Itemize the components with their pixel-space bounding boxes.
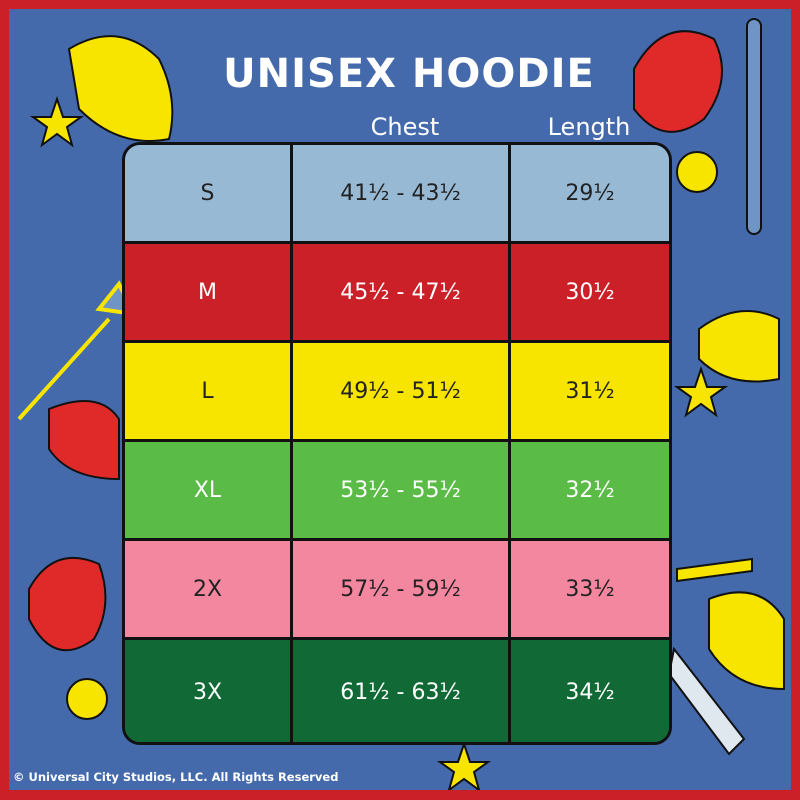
chest-cell: 49½ - 51½ bbox=[293, 343, 511, 439]
length-cell: 32½ bbox=[565, 477, 615, 503]
size-cell: XL bbox=[125, 442, 293, 538]
length-cell: 34½ bbox=[565, 680, 615, 705]
chest-cell: 41½ - 43½ bbox=[293, 145, 511, 241]
fire-hat-icon bbox=[67, 35, 174, 142]
sheriff-star-icon bbox=[673, 365, 729, 418]
fire-hat-icon bbox=[698, 310, 780, 383]
table-row: 2X 57½ - 59½ 33½ bbox=[125, 541, 669, 640]
size-table: S 41½ - 43½ 29½ M 45½ - 47½ 30½ L 49½ - 51½ 31½ X… bbox=[122, 142, 672, 745]
hammer-icon bbox=[676, 557, 753, 583]
size-cell: 3X bbox=[125, 640, 293, 742]
sheriff-star-icon bbox=[436, 740, 492, 790]
cap-icon bbox=[633, 30, 723, 133]
chest-cell: 61½ - 63½ bbox=[293, 640, 511, 742]
table-row: S 41½ - 43½ 29½ bbox=[125, 145, 669, 244]
copyright-notice: © Universal City Studios, LLC. All Right… bbox=[13, 770, 339, 784]
size-cell: 2X bbox=[125, 541, 293, 637]
column-header-chest: Chest bbox=[370, 113, 440, 141]
size-cell: M bbox=[125, 244, 293, 340]
cap-icon bbox=[28, 556, 107, 652]
decorative-illustrations bbox=[17, 18, 785, 790]
bat-icon bbox=[746, 18, 762, 235]
length-cell: 30½ bbox=[565, 279, 615, 305]
size-cell: S bbox=[125, 145, 293, 241]
column-header-length: Length bbox=[547, 113, 631, 141]
table-row: XL 53½ - 55½ 32½ bbox=[125, 442, 669, 541]
length-cell: 33½ bbox=[565, 576, 615, 602]
sheriff-star-icon bbox=[29, 95, 85, 148]
chest-cell: 53½ - 55½ bbox=[293, 442, 511, 538]
helmet-icon bbox=[708, 591, 785, 691]
baseball-icon bbox=[676, 151, 718, 193]
chest-cell: 45½ - 47½ bbox=[293, 244, 511, 340]
length-cell: 31½ bbox=[565, 378, 615, 404]
chest-cell: 57½ - 59½ bbox=[293, 541, 511, 637]
table-row: M 45½ - 47½ 30½ bbox=[125, 244, 669, 343]
baseball-icon bbox=[66, 678, 108, 720]
fire-hat-icon bbox=[48, 400, 120, 481]
table-row: L 49½ - 51½ 31½ bbox=[125, 343, 669, 442]
page-title: UNISEX HOODIE bbox=[223, 51, 595, 97]
length-cell: 29½ bbox=[565, 180, 615, 206]
size-cell: L bbox=[125, 343, 293, 439]
axe-icon bbox=[17, 280, 138, 421]
table-row: 3X 61½ - 63½ 34½ bbox=[125, 640, 669, 742]
